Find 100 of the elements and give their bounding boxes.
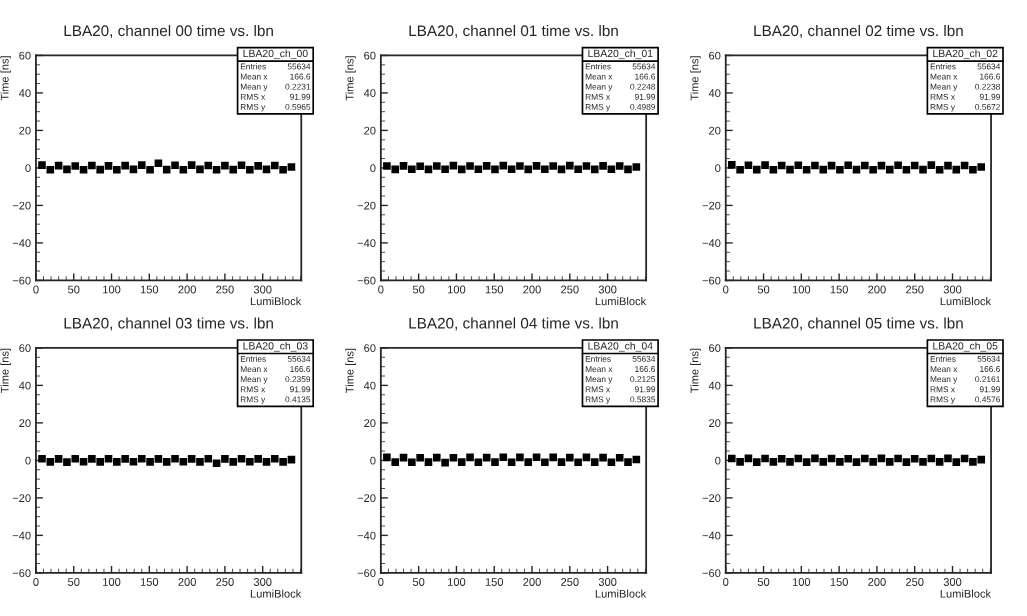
annotation: Mean y [585, 376, 613, 384]
x-tick-label: 200 [178, 578, 196, 586]
point [63, 165, 71, 174]
annotation: 55634 [977, 63, 1001, 70]
x-tick-label: 200 [178, 285, 196, 294]
annotation: 0.2161 [975, 376, 1000, 383]
point [154, 159, 163, 168]
y-axis-title: Time [ns] [690, 56, 701, 101]
x-tick-label: 100 [103, 578, 121, 586]
annotation: 55634 [977, 355, 1001, 362]
point [279, 166, 287, 174]
x-tick-label: 0 [378, 285, 384, 294]
x-tick-label: 250 [906, 285, 924, 294]
chart-title: LBA20, channel 01 time vs. lbn [409, 24, 618, 38]
x-tick-label: 50 [68, 578, 80, 586]
x-axis-title: LumiBlock [595, 589, 647, 598]
chart-title: LBA20, channel 00 time vs. lbn [64, 24, 273, 38]
annotation: Mean x [240, 73, 268, 80]
x-tick-label: 100 [792, 578, 811, 586]
chart-title: LBA20, channel 04 time vs. lbn [409, 317, 618, 331]
y-axis-title: Time [ns] [345, 348, 356, 393]
annotation: Mean y [930, 376, 958, 384]
annotation: 55634 [632, 355, 656, 362]
y-tick-label: 0 [25, 456, 31, 465]
point [237, 161, 246, 170]
chart-title: LBA20, channel 05 time vs. lbn [754, 317, 963, 331]
y-tick-label: −20 [702, 201, 721, 210]
y-axis-title: Time [ns] [345, 56, 356, 101]
x-tick-label: 150 [140, 285, 159, 294]
y-tick-label: −60 [702, 276, 721, 285]
x-tick-label: 150 [485, 285, 504, 294]
point [270, 161, 279, 170]
y-tick-label: 0 [25, 164, 31, 173]
y-tick-label: −40 [357, 239, 376, 248]
y-tick-label: 0 [715, 164, 721, 173]
x-tick-label: 0 [723, 578, 729, 586]
point [287, 163, 296, 171]
annotation: 166.6 [635, 366, 656, 372]
x-tick-label: 0 [723, 285, 729, 294]
annotation: 91.99 [290, 386, 311, 393]
annotation: 166.6 [635, 73, 656, 80]
y-tick-label: 0 [370, 456, 376, 465]
x-axis-title: LumiBlock [595, 297, 647, 306]
x-axis-title: LumiBlock [940, 297, 992, 306]
y-tick-label: 20 [709, 419, 721, 428]
annotation: Entries [930, 355, 956, 362]
y-tick-label: 0 [370, 164, 376, 173]
annotation: LBA20_ch_05 [933, 341, 998, 352]
x-tick-label: 100 [448, 285, 466, 294]
y-tick-label: −40 [702, 531, 721, 540]
point [254, 162, 262, 170]
annotation: 0.2231 [285, 83, 311, 90]
annotation: RMS y [930, 396, 956, 404]
point [137, 161, 146, 169]
x-axis-title: LumiBlock [250, 589, 302, 598]
annotation: LBA20_ch_00 [243, 49, 308, 60]
annotation: Entries [585, 355, 611, 362]
annotation: 55634 [287, 355, 311, 362]
y-tick-label: −60 [357, 276, 376, 285]
annotation: RMS y [930, 103, 956, 112]
x-tick-label: 300 [598, 285, 617, 294]
y-tick-label: −40 [12, 239, 31, 248]
annotation: Mean y [930, 83, 958, 92]
y-tick-label: 60 [364, 51, 376, 60]
annotation: Mean y [585, 83, 613, 92]
annotation: LBA20_ch_02 [933, 49, 998, 60]
point [146, 166, 154, 174]
x-tick-label: 150 [830, 578, 848, 586]
x-tick-label: 50 [757, 578, 770, 586]
x-axis-title: LumiBlock [940, 589, 992, 598]
x-tick-label: 250 [906, 578, 924, 586]
x-tick-label: 100 [103, 285, 121, 294]
x-tick-label: 100 [448, 578, 466, 586]
x-tick-label: 150 [140, 578, 159, 586]
point [171, 161, 179, 170]
x-tick-label: 300 [253, 578, 272, 586]
y-tick-label: −20 [357, 494, 376, 503]
y-tick-label: 20 [364, 419, 376, 428]
x-tick-label: 150 [485, 578, 504, 586]
y-tick-label: 0 [715, 456, 721, 465]
point [46, 166, 55, 174]
annotation: Entries [240, 63, 266, 70]
point [204, 161, 213, 170]
y-tick-label: −60 [702, 569, 721, 578]
annotation: Mean x [930, 73, 958, 80]
annotation: Mean y [240, 376, 268, 384]
annotation: RMS x [585, 386, 611, 393]
x-axis-title: LumiBlock [250, 297, 302, 306]
y-tick-label: 20 [709, 126, 721, 135]
annotation: RMS x [240, 386, 266, 393]
x-tick-label: 200 [868, 578, 886, 586]
annotation: RMS y [240, 103, 266, 112]
annotation: LBA20_ch_03 [243, 341, 308, 352]
point [88, 161, 96, 170]
chart-title: LBA20, channel 02 time vs. lbn [754, 24, 963, 38]
x-tick-label: 250 [216, 285, 234, 294]
annotation: RMS y [240, 396, 266, 404]
y-tick-label: −20 [702, 494, 721, 503]
x-tick-label: 50 [412, 285, 425, 294]
annotation: LBA20_ch_01 [588, 49, 653, 60]
